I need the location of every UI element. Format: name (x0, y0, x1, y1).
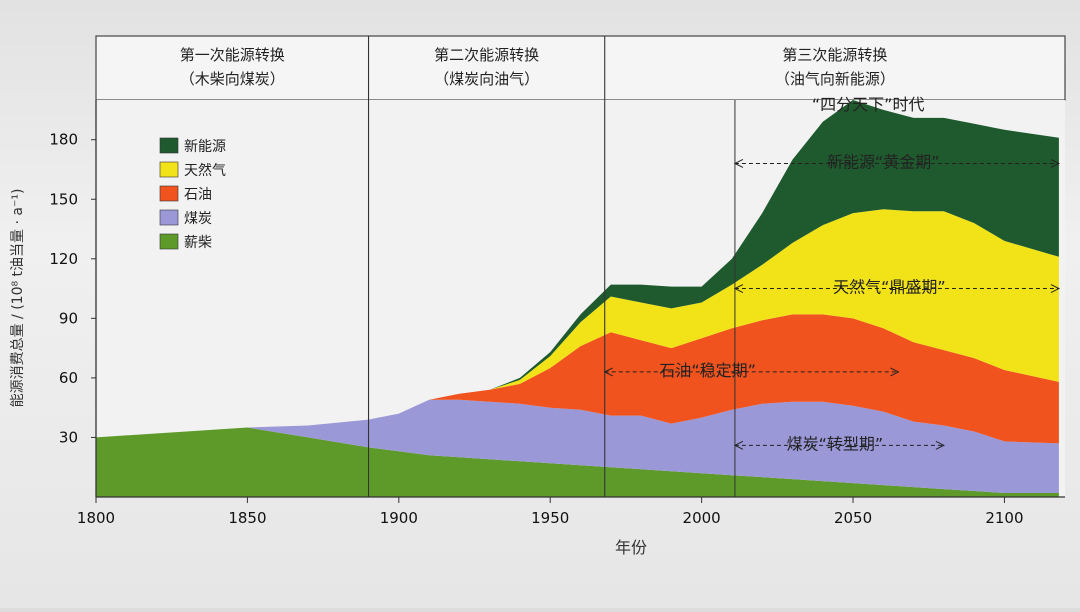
x-tick-label: 2000 (683, 509, 721, 527)
legend-label: 石油 (184, 187, 212, 203)
area-series-5 (96, 100, 1059, 438)
y-tick-label: 150 (49, 190, 78, 208)
legend-swatch (159, 137, 179, 154)
x-tick-label: 2100 (985, 509, 1023, 527)
legend-swatch (159, 185, 179, 202)
x-axis: 1800 1850 1900 1950 2000 2050 2100 (77, 496, 1065, 527)
arrow-head (733, 284, 744, 293)
area-series-3 (96, 314, 1059, 444)
y-axis: 30 60 90 120 150 180 (49, 100, 97, 497)
arrow-head (733, 440, 744, 450)
x-tick-label: 1950 (531, 509, 569, 527)
y-tick-label: 30 (59, 428, 78, 446)
annotation-label: 煤炭“转型期” (787, 434, 884, 453)
arrow-head (733, 159, 744, 168)
x-axis-title: 年份 (615, 538, 647, 557)
x-tick-label: 1800 (77, 509, 115, 527)
x-tick-label: 2050 (834, 509, 872, 527)
stacked-areas (96, 100, 1059, 497)
annotation-label: 天然气“鼎盛期” (833, 278, 946, 297)
legend-label: 天然气 (184, 162, 226, 179)
phase-title: 第一次能源转换 (180, 46, 285, 64)
phase-header-band (95, 35, 1066, 101)
x-tick-label: 1900 (380, 509, 418, 527)
annotation-label: 新能源“黄金期” (827, 152, 940, 171)
legend-label: 薪柴 (184, 235, 212, 251)
legend-label: 煤炭 (184, 211, 212, 227)
annotation-label: “四分天下”时代 (812, 95, 925, 114)
annotation-label: 石油“稳定期” (659, 361, 756, 380)
legend-swatch (159, 209, 179, 226)
area-series-4 (96, 209, 1059, 438)
phase-title: 第二次能源转换 (434, 46, 539, 64)
phase-labels: 第一次能源转换 （木柴向煤炭） 第二次能源转换 （煤炭向油气） 第三次能源转换 （油气向新… (180, 46, 895, 88)
area-series-2 (96, 399, 1059, 493)
phase-dividers (367, 36, 736, 497)
y-tick-label: 120 (49, 250, 78, 268)
phase-subtitle: （煤炭向油气） (434, 70, 539, 88)
y-tick-label: 90 (59, 309, 78, 327)
arrow-head (1050, 159, 1061, 168)
legend-label: 新能源 (184, 139, 226, 155)
legend-swatch (159, 233, 179, 250)
arrow-head (603, 367, 613, 377)
y-axis-title: 能源消费总量 / (10⁸ t油当量 · a⁻¹) (10, 189, 26, 408)
phase-title: 第三次能源转换 (782, 46, 887, 64)
y-tick-label: 180 (49, 131, 78, 149)
phase-subtitle: （油气向新能源） (775, 70, 895, 88)
arrow-head (935, 440, 945, 450)
y-tick-label: 60 (59, 369, 78, 387)
legend-swatch (159, 161, 179, 178)
x-tick-label: 1850 (228, 509, 266, 527)
phase-subtitle: （木柴向煤炭） (180, 70, 285, 88)
arrow-head (1050, 284, 1061, 293)
area-series-1 (96, 427, 1059, 497)
arrow-head (890, 367, 900, 377)
